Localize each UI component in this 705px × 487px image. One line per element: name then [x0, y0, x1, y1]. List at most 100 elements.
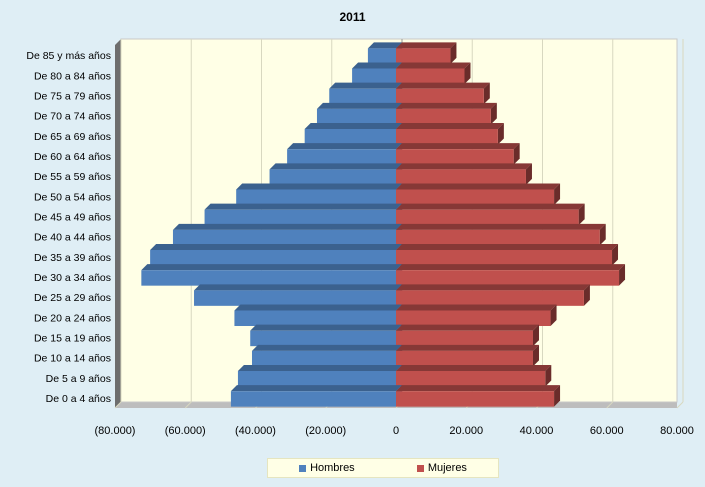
category-labels: De 0 a 4 años De 5 a 9 años De 10 a 14 año…	[26, 50, 111, 405]
legend-swatch-mujeres	[416, 464, 424, 472]
bar-side-mujeres	[464, 62, 471, 84]
x-tick-label: (20.000)	[305, 425, 346, 437]
bar-top-hombres	[269, 163, 402, 170]
bar-mujeres	[396, 310, 551, 326]
x-tick-label: (60.000)	[165, 425, 206, 437]
bar-hombres	[141, 270, 396, 286]
bar-hombres	[237, 371, 396, 387]
bar-top-hombres	[194, 284, 402, 291]
bar-hombres	[367, 48, 396, 64]
category-label: De 25 a 29 años	[34, 292, 111, 304]
bar-mujeres	[396, 270, 620, 286]
bar-side-mujeres	[513, 143, 520, 165]
bar-top-hombres	[367, 42, 402, 49]
bar-mujeres	[396, 149, 514, 165]
bar-mujeres	[396, 169, 526, 185]
bar-side-mujeres	[619, 264, 626, 286]
x-tick-label: 40.000	[520, 425, 554, 437]
x-tick-label: (80.000)	[95, 425, 136, 437]
bar-side-mujeres	[497, 123, 504, 145]
bar-hombres	[287, 149, 396, 165]
bar-mujeres	[396, 209, 579, 226]
category-label: De 50 a 54 años	[34, 191, 111, 203]
bar-top-hombres	[204, 203, 402, 210]
x-tick-label: (40.000)	[235, 425, 276, 437]
x-tick-label: 20.000	[449, 425, 483, 437]
bar-hombres	[251, 350, 396, 367]
bar-hombres	[150, 250, 396, 266]
bar-mujeres	[396, 371, 546, 387]
legend-label-hombres: Hombres	[310, 462, 355, 474]
bar-top-mujeres	[396, 304, 557, 311]
bar-top-hombres	[150, 244, 402, 250]
bar-hombres	[234, 310, 396, 326]
bar-side-mujeres	[554, 385, 561, 407]
legend-item-mujeres: Mujeres	[416, 462, 467, 474]
bar-side-mujeres	[578, 203, 585, 226]
bar-mujeres	[396, 68, 465, 84]
bar-top-hombres	[250, 324, 402, 331]
bar-hombres	[304, 129, 396, 145]
bar-top-hombres	[234, 304, 402, 311]
category-label: De 0 a 4 años	[46, 393, 111, 405]
bar-top-mujeres	[396, 324, 539, 331]
chart-title: 2011	[339, 10, 366, 24]
category-label: De 55 a 59 años	[34, 171, 111, 183]
bar-hombres	[329, 88, 396, 105]
x-tick-label: 60.000	[590, 425, 624, 437]
bar-mujeres	[396, 350, 533, 367]
gridline-floor	[184, 401, 192, 409]
legend-label-mujeres: Mujeres	[427, 462, 467, 474]
bar-top-hombres	[141, 264, 402, 271]
bar-hombres	[269, 169, 396, 185]
legend-swatch-hombres	[299, 464, 307, 472]
bar-hombres	[172, 229, 396, 246]
bar-top-hombres	[237, 365, 402, 371]
category-label: De 75 a 79 años	[34, 90, 111, 102]
legend-item-hombres: Hombres	[299, 462, 355, 474]
bar-hombres	[204, 209, 396, 226]
x-axis-tick-labels: (80.000) (60.000) (40.000) (20.000) 0 20.000 4…	[95, 425, 694, 437]
category-label: De 5 a 9 años	[46, 373, 111, 385]
bar-top-hombres	[287, 143, 402, 150]
category-label: De 45 a 49 años	[34, 211, 111, 223]
bar-mujeres	[396, 290, 584, 306]
bar-top-hombres	[251, 344, 402, 351]
legend: Hombres Mujeres	[267, 458, 499, 478]
bar-side-mujeres	[612, 244, 619, 266]
bar-top-hombres	[329, 82, 402, 89]
bar-side-mujeres	[599, 223, 606, 246]
bar-top-mujeres	[396, 42, 457, 49]
bar-hombres	[352, 68, 396, 84]
bar-top-hombres	[172, 223, 402, 230]
bar-top-mujeres	[396, 62, 471, 69]
bar-top-mujeres	[396, 223, 606, 230]
bar-top-hombres	[316, 102, 402, 109]
bar-top-mujeres	[396, 183, 561, 190]
bar-side-mujeres	[532, 324, 539, 347]
bar-top-mujeres	[396, 344, 539, 351]
bar-top-hombres	[352, 62, 402, 69]
bar-hombres	[194, 290, 396, 306]
bar-side-mujeres	[583, 284, 590, 306]
bar-mujeres	[396, 129, 498, 145]
category-label: De 30 a 34 años	[34, 272, 111, 284]
category-label: De 10 a 14 años	[34, 353, 111, 365]
bar-mujeres	[396, 250, 613, 266]
gridline-floor	[676, 401, 684, 409]
bar-top-mujeres	[396, 244, 619, 250]
bar-top-hombres	[236, 183, 402, 190]
bar-side-mujeres	[490, 102, 497, 125]
bar-top-mujeres	[396, 102, 497, 109]
bar-mujeres	[396, 48, 451, 64]
bar-top-hombres	[230, 385, 402, 392]
bar-top-mujeres	[396, 203, 585, 210]
bar-hombres	[316, 108, 396, 125]
bar-side-mujeres	[532, 344, 539, 367]
category-label: De 20 a 24 años	[34, 312, 111, 324]
bar-side-mujeres	[545, 365, 552, 387]
bar-mujeres	[396, 229, 600, 246]
bar-side-mujeres	[550, 304, 557, 326]
category-label: De 80 a 84 años	[34, 70, 111, 82]
bar-mujeres	[396, 391, 555, 407]
